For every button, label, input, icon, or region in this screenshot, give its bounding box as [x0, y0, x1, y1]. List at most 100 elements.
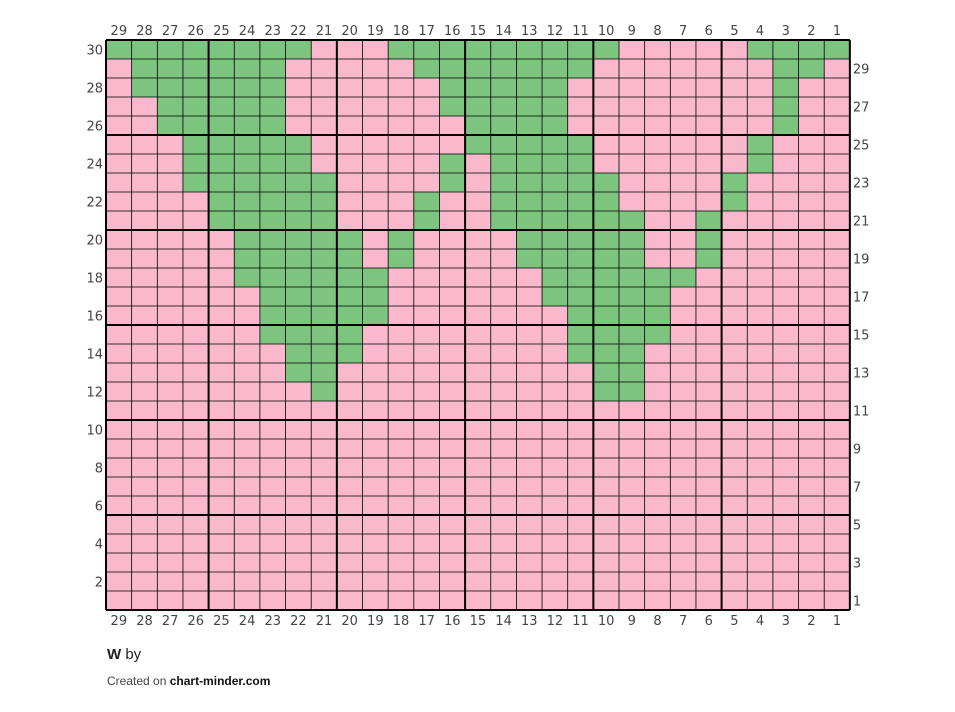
stitch-cell [695, 249, 722, 268]
stitch-cell [747, 135, 773, 154]
stitch-cell [593, 287, 619, 306]
stitch-cell [516, 78, 543, 97]
stitch-cell [567, 40, 594, 59]
stitch-cell [259, 40, 286, 59]
stitch-cell [362, 287, 389, 306]
stitch-cell [567, 230, 594, 249]
chart-author-label: by [125, 646, 142, 663]
stitch-cell [234, 268, 260, 287]
row-label: 24 [86, 158, 103, 173]
stitch-cell [285, 40, 312, 59]
column-label: 20 [341, 614, 358, 629]
stitch-cell [285, 173, 312, 192]
stitch-cell [465, 116, 491, 135]
stitch-cell [208, 116, 235, 135]
column-label: 14 [495, 614, 512, 629]
stitch-cell [567, 249, 594, 268]
stitch-cell [182, 135, 209, 154]
stitch-cell [285, 135, 312, 154]
stitch-cell [798, 59, 825, 78]
stitch-cell [234, 135, 260, 154]
stitch-cell [311, 173, 337, 192]
column-label: 23 [264, 614, 281, 629]
stitch-cell [208, 173, 235, 192]
column-label: 8 [653, 24, 661, 39]
column-labels-bottom: 29 28 27 26 25 24 23 22 21 20 19 18 17 16 15 14 13 12 11 10… [111, 614, 842, 629]
stitch-cell [695, 211, 722, 230]
stitch-cell [259, 78, 286, 97]
stitch-cell [695, 230, 722, 249]
stitch-cell [388, 230, 414, 249]
stitch-cell [516, 97, 543, 116]
stitch-cell [208, 154, 235, 173]
stitch-cell [567, 211, 594, 230]
column-label: 25 [213, 614, 230, 629]
stitch-cell [208, 59, 235, 78]
stitch-cell [439, 97, 466, 116]
stitch-cell [490, 192, 517, 211]
stitch-cell [593, 325, 619, 344]
stitch-cell [516, 135, 543, 154]
stitch-cell [131, 40, 158, 59]
stitch-cell [311, 344, 337, 363]
stitch-cell [593, 268, 619, 287]
stitch-cell [439, 78, 466, 97]
stitch-cell [490, 211, 517, 230]
stitch-cell [465, 135, 491, 154]
stitch-cell [516, 59, 543, 78]
stitch-cell [259, 287, 286, 306]
stitch-cell [362, 268, 389, 287]
row-labels-right: 29 27 25 23 21 19 17 15 13 11 9 7 5 3 1 [853, 63, 870, 610]
stitch-cell [490, 97, 517, 116]
stitch-cell [182, 173, 209, 192]
stitch-cell [465, 78, 491, 97]
column-label: 13 [521, 24, 538, 39]
stitch-cell [234, 40, 260, 59]
stitch-cell [619, 249, 645, 268]
stitch-cell [157, 40, 183, 59]
stitch-cell [542, 268, 568, 287]
row-label: 26 [86, 120, 103, 135]
stitch-cell [234, 97, 260, 116]
site-link[interactable]: chart-minder.com [169, 674, 271, 688]
column-label: 2 [807, 614, 815, 629]
column-label: 21 [316, 24, 333, 39]
stitch-cell [439, 40, 466, 59]
stitch-cell [259, 192, 286, 211]
stitch-cell [542, 173, 568, 192]
column-label: 9 [628, 614, 636, 629]
stitch-cell [336, 268, 363, 287]
stitch-cell [772, 40, 799, 59]
row-label: 30 [86, 44, 103, 59]
stitch-cell [131, 78, 158, 97]
stitch-cell [234, 78, 260, 97]
stitch-cell [644, 325, 671, 344]
stitch-cell [336, 344, 363, 363]
row-label: 2 [95, 576, 103, 591]
stitch-cell [259, 135, 286, 154]
row-label: 7 [853, 481, 861, 496]
stitch-cell [619, 382, 645, 401]
stitch-cell [285, 287, 312, 306]
stitch-cell [516, 154, 543, 173]
row-label: 17 [853, 291, 870, 306]
stitch-cell [413, 211, 440, 230]
stitch-cell [311, 287, 337, 306]
stitch-cell [619, 306, 645, 325]
stitch-cell [542, 154, 568, 173]
row-label: 20 [86, 234, 103, 249]
column-label: 4 [756, 614, 764, 629]
column-label: 6 [705, 24, 713, 39]
stitch-cell [490, 78, 517, 97]
stitch-cell [593, 363, 619, 382]
stitch-cell [234, 173, 260, 192]
row-label: 29 [853, 63, 870, 78]
stitch-cell [644, 287, 671, 306]
stitch-cell [311, 268, 337, 287]
column-label: 26 [188, 614, 205, 629]
stitch-cell [182, 154, 209, 173]
stitch-cell [182, 116, 209, 135]
stitch-cell [542, 97, 568, 116]
stitch-cell [593, 173, 619, 192]
column-label: 22 [290, 24, 307, 39]
